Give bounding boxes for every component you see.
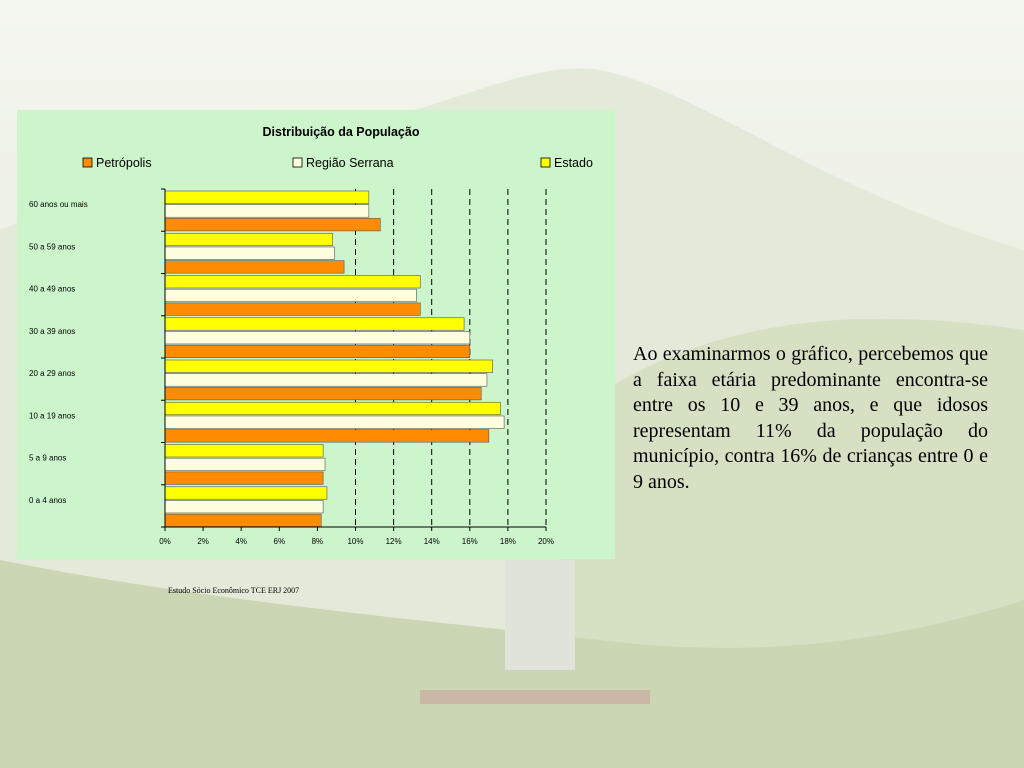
bar-petrópolis	[164, 302, 421, 316]
analysis-paragraph: Ao examinarmos o gráfico, percebemos que…	[633, 343, 988, 493]
x-tick-label: 4%	[235, 537, 247, 546]
x-tick-label: 12%	[386, 537, 402, 546]
bar-estado	[164, 359, 493, 373]
bar-petrópolis	[164, 218, 381, 232]
bar-região-serrana	[164, 331, 471, 345]
bar-estado	[164, 275, 421, 289]
bar-região-serrana	[164, 288, 417, 302]
x-tick-label: 6%	[274, 537, 286, 546]
bar-petrópolis	[164, 429, 490, 443]
chart-title: Distribuição da População	[263, 125, 420, 139]
x-tick-label: 0%	[159, 537, 171, 546]
bar-estado	[164, 317, 465, 331]
bar-petrópolis	[164, 387, 482, 401]
y-tick-label: 50 a 59 anos	[29, 242, 75, 251]
x-tick-label: 18%	[500, 537, 516, 546]
bar-região-serrana	[164, 415, 505, 429]
chart-axes: 60 anos ou mais 50 a 59 anos 40 a 49 anos 3…	[29, 188, 554, 546]
legend-label: Estado	[554, 156, 593, 170]
x-tick-label: 14%	[424, 537, 440, 546]
chart-bars	[164, 190, 505, 527]
chart-legend: Petrópolis Região Serrana Estado	[82, 156, 593, 170]
bar-estado	[164, 190, 370, 204]
y-tick-label: 60 anos ou mais	[29, 200, 88, 209]
bar-estado	[164, 232, 333, 247]
bar-estado	[164, 401, 501, 416]
bar-região-serrana	[164, 457, 326, 472]
x-tick-label: 2%	[197, 537, 209, 546]
source-citation: Estudo Sócio Econômico TCE ERJ 2007	[168, 586, 300, 595]
legend-swatch	[540, 157, 551, 168]
chart-grid	[355, 189, 547, 527]
population-chart: Distribuição da População Petrópolis Regi…	[29, 125, 593, 546]
bar-estado	[164, 444, 324, 458]
bar-região-serrana	[164, 246, 335, 260]
legend-label: Petrópolis	[96, 156, 152, 170]
y-tick-label: 10 a 19 anos	[29, 411, 75, 420]
legend-label: Região Serrana	[306, 156, 394, 170]
bar-região-serrana	[164, 373, 488, 387]
bar-petrópolis	[164, 344, 471, 358]
legend-swatch	[292, 157, 303, 168]
y-tick-label: 30 a 39 anos	[29, 327, 75, 336]
x-tick-label: 10%	[347, 537, 363, 546]
y-tick-label: 0 a 4 anos	[29, 496, 66, 505]
bar-petrópolis	[164, 513, 322, 527]
bar-estado	[164, 486, 328, 500]
legend-swatch	[82, 157, 93, 168]
bar-petrópolis	[164, 260, 345, 274]
y-tick-label: 20 a 29 anos	[29, 369, 75, 378]
x-tick-label: 8%	[312, 537, 324, 546]
y-tick-label: 5 a 9 anos	[29, 454, 66, 463]
bar-petrópolis	[164, 471, 324, 485]
x-tick-label: 16%	[462, 537, 478, 546]
x-tick-label: 20%	[538, 537, 554, 546]
bar-região-serrana	[164, 204, 370, 218]
chart-panel: Distribuição da População Petrópolis Regi…	[17, 110, 615, 559]
bar-região-serrana	[164, 500, 324, 514]
y-tick-label: 40 a 49 anos	[29, 285, 75, 294]
